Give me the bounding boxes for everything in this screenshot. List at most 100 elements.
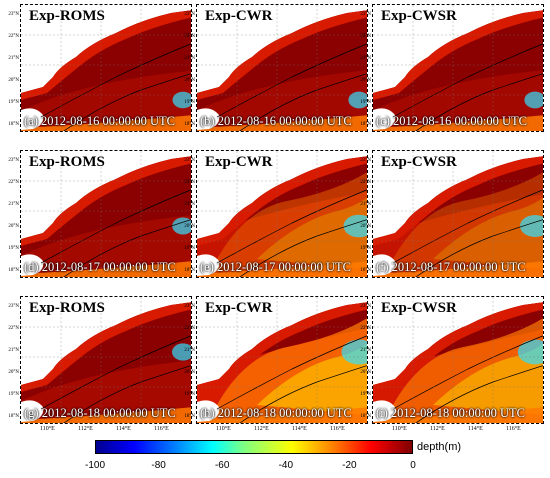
latitude-tick: 22°N	[8, 326, 19, 331]
longitude-tick: 110°E	[392, 426, 407, 432]
colorbar-tick: -40	[278, 460, 294, 471]
latitude-tick: 23°N	[184, 304, 195, 309]
panel-timestamp: (b) 2012-08-16 00:00:00 UTC	[200, 114, 352, 128]
latitude-tick: 19°N	[8, 100, 19, 105]
latitude-tick: 22°N	[360, 180, 371, 185]
latitude-tick: 20°N	[360, 78, 371, 83]
latitude-tick: 20°N	[360, 370, 371, 375]
panel-timestamp: (i) 2012-08-18 00:00:00 UTC	[376, 406, 525, 420]
longitude-tick: 112°E	[254, 426, 269, 432]
map-panel: Exp-CWR (e) 2012-08-17 00:00:00 UTC	[196, 150, 368, 278]
panel-title: Exp-CWSR	[381, 8, 457, 24]
latitude-tick: 23°N	[360, 158, 371, 163]
map-panel: Exp-ROMS (a) 2012-08-16 00:00:00 UTC	[20, 4, 192, 132]
latitude-tick: 22°N	[8, 180, 19, 185]
latitude-tick: 21°N	[184, 202, 195, 207]
longitude-tick: 110°E	[216, 426, 231, 432]
panel-title: Exp-CWSR	[381, 154, 457, 170]
latitude-tick: 20°N	[8, 78, 19, 83]
longitude-tick: 116°E	[506, 426, 521, 432]
panel-timestamp: (e) 2012-08-17 00:00:00 UTC	[200, 260, 352, 274]
latitude-tick: 23°N	[184, 158, 195, 163]
depth-map	[373, 5, 543, 131]
panel-title: Exp-CWR	[205, 154, 273, 170]
latitude-tick: 21°N	[8, 202, 19, 207]
latitude-tick: 18°N	[184, 268, 195, 273]
latitude-tick: 22°N	[360, 326, 371, 331]
depth-colorbar	[95, 440, 413, 454]
panel-timestamp: (f) 2012-08-17 00:00:00 UTC	[376, 260, 526, 274]
latitude-tick: 21°N	[8, 348, 19, 353]
panel-title: Exp-ROMS	[29, 154, 105, 170]
map-panel: Exp-CWR (h) 2012-08-18 00:00:00 UTC	[196, 296, 368, 424]
depth-map	[197, 151, 367, 277]
colorbar-tick: -80	[151, 460, 166, 471]
colorbar-tick: -20	[342, 460, 357, 471]
colorbar-tick: -60	[214, 460, 230, 471]
depth-map	[21, 297, 191, 423]
latitude-tick: 23°N	[184, 12, 195, 17]
latitude-tick: 20°N	[184, 78, 195, 83]
panel-title: Exp-CWR	[205, 300, 273, 316]
longitude-tick: 116°E	[330, 426, 345, 432]
latitude-tick: 22°N	[184, 326, 195, 331]
longitude-tick: 112°E	[430, 426, 445, 432]
latitude-tick: 21°N	[184, 348, 195, 353]
latitude-tick: 21°N	[360, 348, 371, 353]
latitude-tick: 18°N	[360, 122, 371, 127]
longitude-tick: 116°E	[154, 426, 169, 432]
map-panel: Exp-CWSR (i) 2012-08-18 00:00:00 UTC	[372, 296, 544, 424]
longitude-tick: 114°E	[292, 426, 307, 432]
latitude-tick: 18°N	[360, 268, 371, 273]
depth-map	[197, 297, 367, 423]
latitude-tick: 19°N	[184, 100, 195, 105]
panel-title: Exp-CWSR	[381, 300, 457, 316]
latitude-tick: 19°N	[360, 246, 371, 251]
latitude-tick: 23°N	[360, 304, 371, 309]
map-panel: Exp-CWR (b) 2012-08-16 00:00:00 UTC	[196, 4, 368, 132]
panel-timestamp: (d) 2012-08-17 00:00:00 UTC	[24, 260, 176, 274]
latitude-tick: 19°N	[8, 392, 19, 397]
latitude-tick: 20°N	[8, 370, 19, 375]
map-panel: Exp-ROMS (g) 2012-08-18 00:00:00 UTC	[20, 296, 192, 424]
depth-map	[373, 297, 543, 423]
latitude-tick: 19°N	[184, 392, 195, 397]
longitude-tick: 112°E	[78, 426, 93, 432]
map-panel: Exp-CWSR (f) 2012-08-17 00:00:00 UTC	[372, 150, 544, 278]
latitude-tick: 18°N	[360, 414, 371, 419]
depth-map	[21, 5, 191, 131]
map-panel: Exp-ROMS (d) 2012-08-17 00:00:00 UTC	[20, 150, 192, 278]
latitude-tick: 20°N	[8, 224, 19, 229]
latitude-tick: 21°N	[360, 56, 371, 61]
latitude-tick: 23°N	[360, 12, 371, 17]
latitude-tick: 21°N	[184, 56, 195, 61]
latitude-tick: 18°N	[184, 122, 195, 127]
latitude-tick: 20°N	[184, 224, 195, 229]
latitude-tick: 23°N	[8, 304, 19, 309]
panel-timestamp: (h) 2012-08-18 00:00:00 UTC	[200, 406, 352, 420]
latitude-tick: 18°N	[8, 268, 19, 273]
latitude-tick: 23°N	[8, 12, 19, 17]
latitude-tick: 22°N	[184, 180, 195, 185]
panel-title: Exp-ROMS	[29, 8, 105, 24]
latitude-tick: 18°N	[8, 414, 19, 419]
latitude-tick: 21°N	[8, 56, 19, 61]
longitude-tick: 114°E	[468, 426, 483, 432]
depth-map	[197, 5, 367, 131]
latitude-tick: 22°N	[8, 34, 19, 39]
colorbar-tick: 0	[410, 460, 416, 471]
latitude-tick: 19°N	[184, 246, 195, 251]
latitude-tick: 19°N	[360, 392, 371, 397]
depth-map	[21, 151, 191, 277]
panel-timestamp: (g) 2012-08-18 00:00:00 UTC	[24, 406, 176, 420]
latitude-tick: 21°N	[360, 202, 371, 207]
latitude-tick: 18°N	[184, 414, 195, 419]
latitude-tick: 23°N	[8, 158, 19, 163]
longitude-tick: 114°E	[116, 426, 131, 432]
latitude-tick: 19°N	[8, 246, 19, 251]
panel-timestamp: (a) 2012-08-16 00:00:00 UTC	[24, 114, 176, 128]
depth-map	[373, 151, 543, 277]
latitude-tick: 20°N	[184, 370, 195, 375]
latitude-tick: 22°N	[184, 34, 195, 39]
